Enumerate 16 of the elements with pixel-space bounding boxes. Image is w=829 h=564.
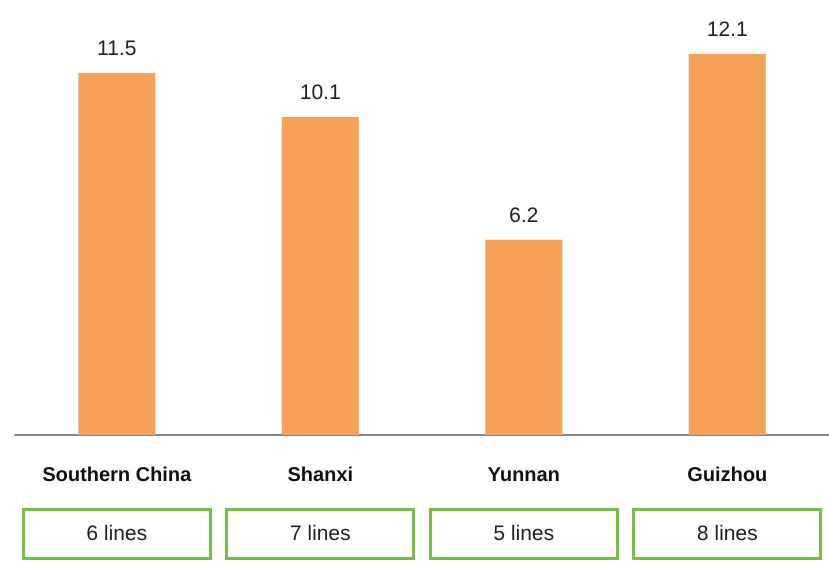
- label-box: 5 lines: [428, 508, 619, 560]
- bar: [688, 54, 766, 435]
- label-box: 8 lines: [632, 508, 822, 560]
- data-label: 6.2: [509, 204, 538, 227]
- data-label: 12.1: [706, 18, 748, 41]
- x-tick-label: Guizhou: [687, 464, 768, 486]
- x-tick-label: Southern China: [42, 464, 192, 486]
- bar: [485, 240, 562, 435]
- x-tick-label: Yunnan: [488, 464, 560, 486]
- bar: [282, 116, 359, 435]
- bar: [78, 72, 156, 435]
- label-box: 7 lines: [225, 508, 416, 560]
- label-box: 6 lines: [22, 508, 212, 560]
- data-label: 10.1: [300, 80, 341, 104]
- x-tick-label: Shanxi: [287, 464, 354, 486]
- data-label: 11.5: [97, 36, 136, 60]
